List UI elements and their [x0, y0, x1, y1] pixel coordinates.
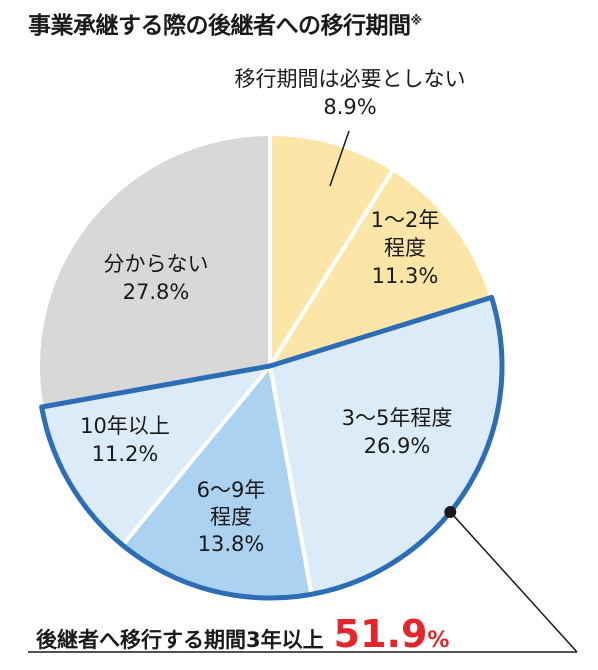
chart-title-text: 事業承継する際の後継者への移行期間: [28, 13, 411, 39]
slice-name-label: 程度: [210, 505, 252, 529]
slice-name-label: 1～2年: [371, 208, 440, 232]
slice-value-label: 11.2%: [92, 442, 159, 466]
slice-labels: 移行期間は必要としない 8.9% 1～2年程度 11.3% 3～5年程度 26.9% 6～9…: [80, 67, 465, 556]
slice-name-label: 分からない: [104, 252, 209, 276]
slice-label: 10年以上 11.2%: [80, 414, 170, 466]
slice-name-label: 程度: [384, 236, 426, 260]
callout-line: [329, 130, 350, 187]
slice-name-label: 移行期間は必要としない: [235, 67, 466, 91]
summary-pointer-line: [449, 511, 578, 653]
chart-title: 事業承継する際の後継者への移行期間※: [28, 6, 422, 40]
slice-name-label: 6～9年: [197, 478, 266, 502]
slice-label: 分からない 27.8%: [104, 252, 209, 304]
summary-unit: %: [427, 628, 450, 653]
slice-value-label: 26.9%: [364, 434, 431, 458]
slice-name-label: 10年以上: [80, 414, 170, 438]
slice-value-label: 27.8%: [123, 280, 190, 304]
callouts: [28, 130, 578, 653]
slice-label: 3～5年程度 26.9%: [342, 406, 453, 458]
highlight-outline: [39, 294, 505, 601]
slice-value-label: 11.3%: [372, 264, 439, 288]
pie-slice: [268, 132, 396, 368]
summary-pointer-dot: [444, 506, 457, 519]
slice-value-label: 8.9%: [323, 95, 376, 119]
summary-text: 後継者へ移行する期間3年以上: [36, 628, 324, 652]
pie-slice: [36, 132, 272, 410]
slice-label: 6～9年程度 13.8%: [197, 478, 266, 556]
summary-note: 後継者へ移行する期間3年以上 51.9%: [36, 612, 449, 656]
summary-value: 51.9: [333, 612, 428, 656]
slice-name-label: 3～5年程度: [342, 406, 453, 430]
pie-slice: [268, 167, 494, 368]
footnote-mark: ※: [410, 13, 423, 28]
slice-label: 移行期間は必要としない 8.9%: [235, 67, 466, 119]
highlight-border: [39, 294, 505, 601]
slice-label: 1～2年程度 11.3%: [371, 208, 440, 288]
pie-slices: [36, 132, 504, 600]
slice-value-label: 13.8%: [198, 532, 265, 556]
